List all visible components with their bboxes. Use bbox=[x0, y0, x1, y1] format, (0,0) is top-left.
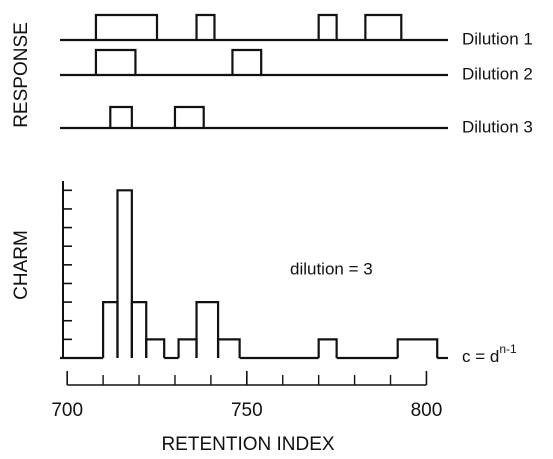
response-pulse bbox=[173, 105, 205, 128]
histogram-bar bbox=[177, 338, 198, 358]
response-pulse bbox=[317, 13, 338, 40]
response-pulse bbox=[109, 105, 133, 128]
annotation: dilution = 3 bbox=[290, 259, 373, 278]
formula-exponent: n-1 bbox=[499, 342, 517, 356]
response-pulse bbox=[364, 13, 403, 40]
legend-label: Dilution 3 bbox=[462, 117, 533, 136]
y-axis-label: CHARM bbox=[11, 230, 32, 300]
histogram-bar bbox=[195, 301, 220, 358]
x-tick-label: 800 bbox=[411, 400, 443, 421]
x-axis-label: RETENTION INDEX bbox=[161, 434, 334, 455]
response-pulse bbox=[94, 48, 137, 75]
x-tick-label: 700 bbox=[51, 400, 83, 421]
histogram-bar bbox=[317, 338, 338, 358]
formula: c = dn-1 bbox=[462, 342, 517, 366]
response-pulse bbox=[94, 13, 159, 40]
response-pulse bbox=[231, 48, 263, 75]
histogram-bar bbox=[145, 338, 166, 358]
legend-label: Dilution 1 bbox=[462, 29, 533, 48]
x-tick-label: 750 bbox=[231, 400, 263, 421]
formula-base: c = d bbox=[462, 347, 499, 366]
legend-label: Dilution 2 bbox=[462, 64, 533, 83]
histogram-bar bbox=[396, 338, 439, 358]
histogram-bar bbox=[116, 189, 133, 358]
histogram-bar bbox=[130, 301, 148, 358]
histogram-bar bbox=[216, 338, 241, 358]
y-axis-label: RESPONSE bbox=[11, 22, 32, 128]
histogram-bar bbox=[102, 301, 119, 358]
response-pulse bbox=[195, 13, 216, 40]
